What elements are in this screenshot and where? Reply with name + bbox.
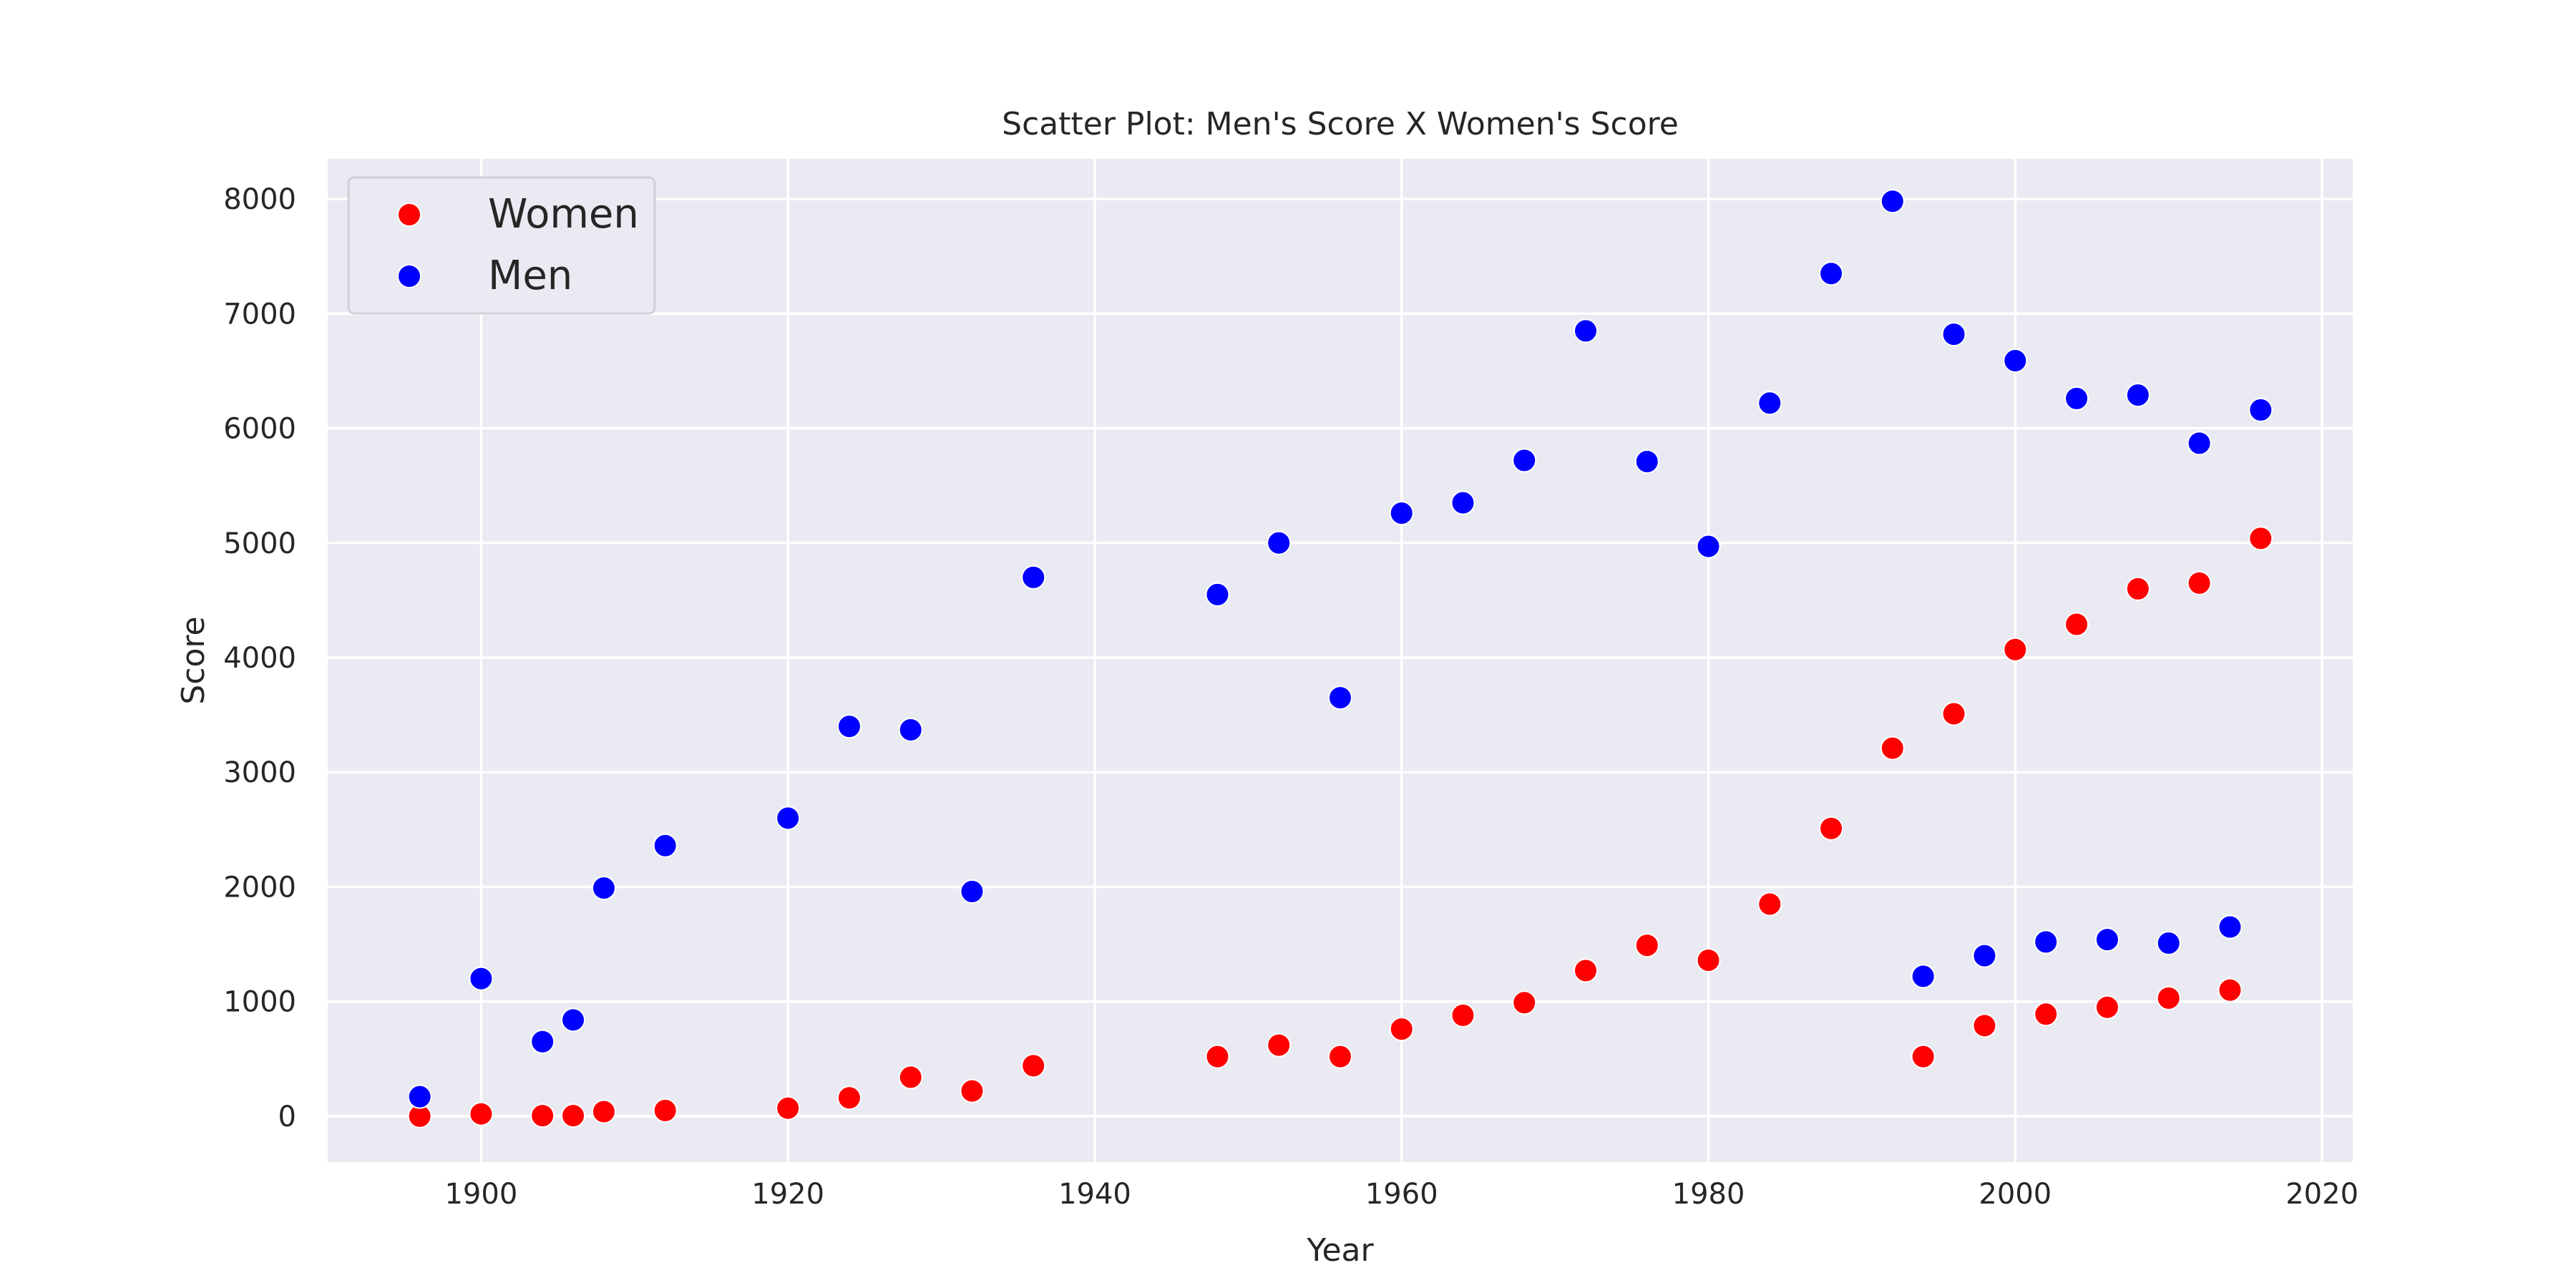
tick-labels: 1900 1920 1940 1960 1980 2000 2020 0 1000 2000 300…: [223, 183, 2358, 1211]
y-tick-label: 3000: [223, 756, 296, 789]
legend-box: [347, 176, 656, 315]
y-tick-label: 2000: [223, 871, 296, 904]
women-point: [836, 1085, 862, 1111]
men-point: [1819, 261, 1844, 286]
men-point: [1205, 582, 1230, 607]
women-point: [1205, 1044, 1230, 1069]
men-point: [1450, 490, 1475, 515]
y-axis-label: Score: [175, 616, 212, 704]
women-point: [1911, 1044, 1936, 1069]
men-point: [2094, 927, 2119, 952]
men-point: [2187, 431, 2212, 456]
men-point: [1634, 449, 1659, 474]
women-point: [2218, 977, 2243, 1002]
x-tick-label: 2020: [2285, 1178, 2358, 1211]
series-men: [407, 189, 2273, 1109]
women-point: [2187, 570, 2212, 595]
women-point: [2156, 985, 2181, 1010]
x-tick-label: 1920: [751, 1178, 824, 1211]
y-tick-label: 0: [278, 1101, 296, 1133]
x-axis-label: Year: [1306, 1232, 1374, 1269]
men-point: [1021, 565, 1046, 590]
women-point: [1574, 958, 1599, 983]
women-point: [2125, 576, 2150, 601]
men-point: [1911, 964, 1936, 989]
women-point: [2064, 612, 2089, 637]
y-tick-label: 8000: [223, 183, 296, 216]
y-tick-label: 6000: [223, 413, 296, 446]
women-point: [2003, 637, 2028, 662]
women-point: [1450, 1002, 1475, 1028]
women-point: [591, 1099, 616, 1124]
y-tick-label: 7000: [223, 298, 296, 331]
x-tick-label: 1960: [1365, 1178, 1438, 1211]
men-point: [1267, 530, 1292, 555]
men-point: [960, 879, 985, 904]
men-point: [2034, 930, 2059, 955]
women-point: [1972, 1013, 1997, 1038]
legend-marker-men: [397, 264, 421, 288]
men-point: [836, 714, 862, 739]
chart-title: Scatter Plot: Men's Score X Women's Scor…: [1002, 106, 1679, 142]
x-tick-label: 1940: [1058, 1178, 1131, 1211]
women-point: [1880, 736, 1905, 761]
y-tick-label: 5000: [223, 527, 296, 560]
men-point: [2248, 397, 2273, 422]
men-point: [2218, 914, 2243, 940]
women-point: [1757, 892, 1782, 917]
men-point: [898, 717, 923, 742]
men-point: [591, 876, 616, 901]
women-point: [653, 1098, 678, 1123]
men-point: [2125, 383, 2150, 408]
men-point: [2156, 930, 2181, 955]
legend-label-men: Men: [488, 253, 572, 299]
men-point: [776, 806, 801, 831]
women-point: [561, 1103, 586, 1128]
women-point: [1696, 947, 1721, 972]
men-point: [2064, 386, 2089, 411]
legend: Women Men: [347, 176, 656, 315]
x-tick-label: 1900: [444, 1178, 517, 1211]
y-tick-label: 1000: [223, 986, 296, 1019]
men-point: [1328, 686, 1352, 711]
women-point: [1389, 1017, 1414, 1042]
men-point: [469, 966, 494, 991]
men-point: [530, 1029, 555, 1054]
men-point: [1972, 943, 1997, 968]
men-point: [1880, 189, 1905, 214]
women-point: [1328, 1044, 1352, 1069]
x-tick-label: 1980: [1672, 1178, 1745, 1211]
men-point: [1696, 534, 1721, 559]
y-tick-label: 4000: [223, 642, 296, 675]
women-point: [1634, 933, 1659, 958]
men-point: [653, 833, 678, 858]
women-point: [1819, 816, 1844, 841]
men-point: [1757, 391, 1782, 416]
women-point: [960, 1078, 985, 1103]
men-point: [1574, 318, 1599, 343]
men-point: [1512, 448, 1537, 473]
men-point: [561, 1008, 586, 1033]
men-point: [2003, 348, 2028, 374]
women-point: [1512, 990, 1537, 1015]
women-point: [530, 1103, 555, 1128]
men-point: [1389, 501, 1414, 526]
men-point: [407, 1084, 432, 1109]
legend-marker-women: [397, 203, 421, 227]
women-point: [2248, 526, 2273, 551]
women-point: [1941, 701, 1966, 726]
data-points: [407, 189, 2273, 1128]
women-point: [2094, 995, 2119, 1020]
men-point: [1941, 322, 1966, 347]
women-point: [1021, 1053, 1046, 1078]
women-point: [2034, 1002, 2059, 1027]
legend-label-women: Women: [488, 191, 639, 238]
women-point: [776, 1096, 801, 1121]
women-point: [1267, 1033, 1292, 1058]
x-tick-label: 2000: [1979, 1178, 2051, 1211]
women-point: [469, 1101, 494, 1126]
series-women: [407, 526, 2273, 1128]
women-point: [898, 1065, 923, 1090]
